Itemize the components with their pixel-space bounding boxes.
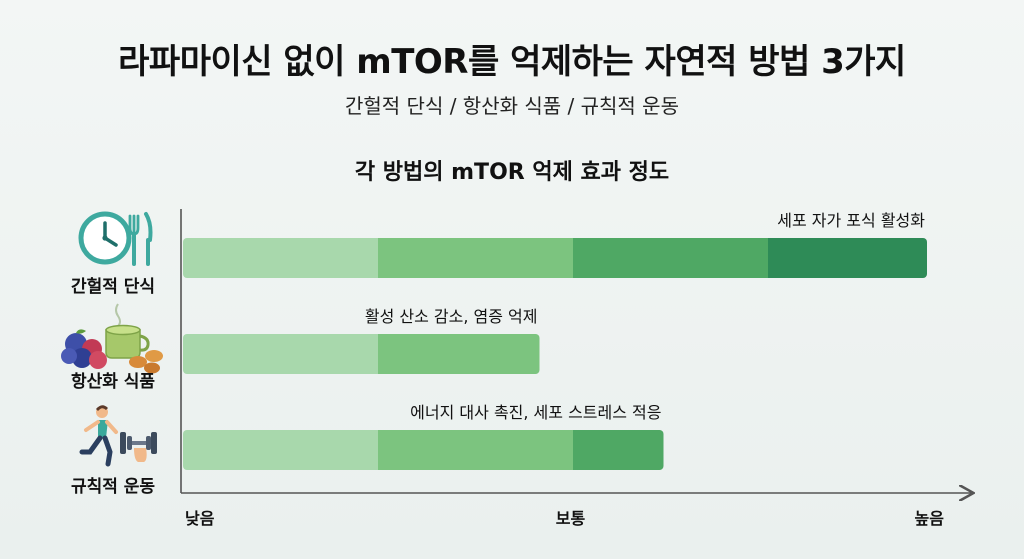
x-tick-label: 보통 — [556, 509, 586, 528]
bar-segment — [768, 238, 927, 278]
bar-annotation: 세포 자가 포식 활성화 — [777, 211, 925, 230]
bar-segment — [183, 334, 379, 374]
bar-segment — [378, 430, 574, 470]
bar — [183, 238, 927, 278]
bar-annotation: 에너지 대사 촉진, 세포 스트레스 적응 — [410, 403, 661, 422]
bar-segment — [378, 238, 574, 278]
bar-segment — [573, 238, 769, 278]
bar-segment — [183, 238, 379, 278]
page-title: 라파마이신 없이 mTOR를 억제하는 자연적 방법 3가지 — [118, 42, 906, 82]
bar-segment — [573, 430, 664, 470]
bar — [183, 334, 540, 374]
bar-segment — [378, 334, 540, 374]
bar — [183, 430, 664, 470]
x-tick-label: 낮음 — [185, 509, 215, 528]
x-tick-label: 높음 — [915, 509, 945, 528]
runner-dumbbell-icon — [79, 405, 157, 467]
category-label: 간헐적 단식 — [71, 276, 155, 297]
bar-segment — [183, 430, 379, 470]
category-label: 항산화 식품 — [71, 371, 155, 392]
chart-title: 각 방법의 mTOR 억제 효과 정도 — [354, 160, 670, 185]
x-ticks-group: 낮음 보통 높음 — [185, 509, 944, 528]
berries-green-tea-icon — [61, 303, 163, 374]
category-label: 규칙적 운동 — [71, 477, 155, 497]
clock-fork-knife-icon — [78, 211, 153, 266]
page-subtitle: 간헐적 단식 / 항산화 식품 / 규칙적 운동 — [345, 94, 679, 118]
bar-annotation: 활성 산소 감소, 염증 억제 — [365, 307, 538, 326]
